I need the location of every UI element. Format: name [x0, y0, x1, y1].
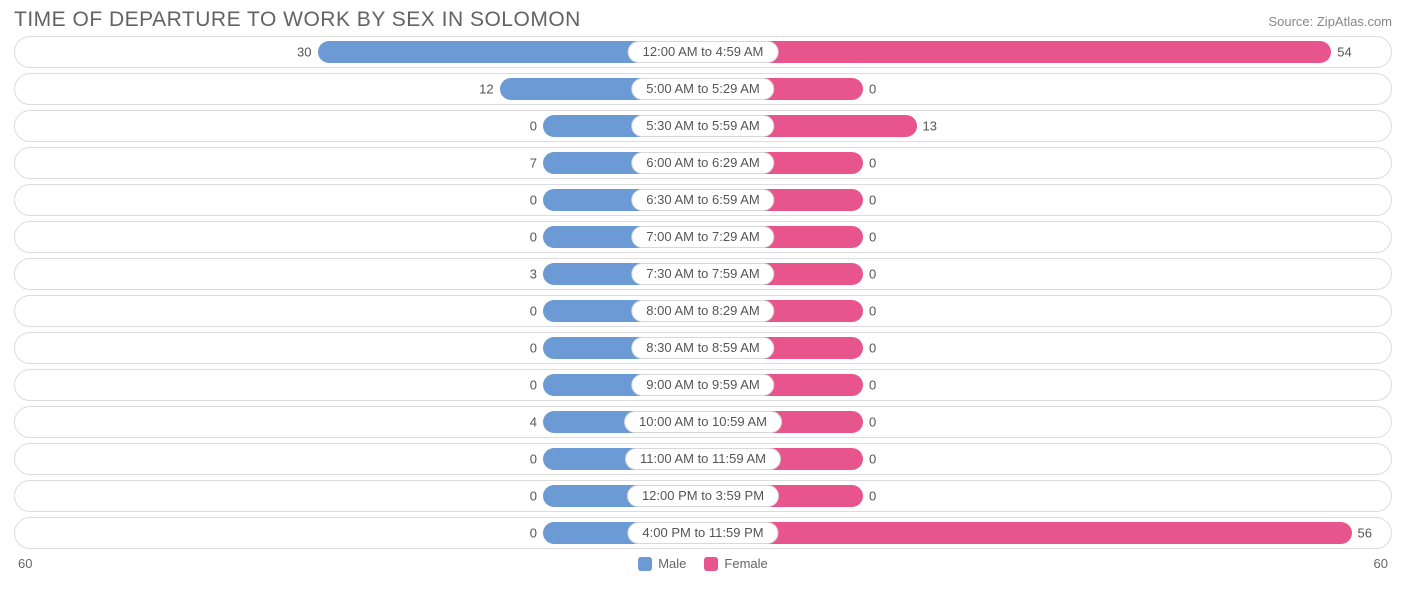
male-value: 3	[530, 267, 537, 282]
category-label: 12:00 AM to 4:59 AM	[628, 41, 779, 63]
category-label: 5:30 AM to 5:59 AM	[631, 115, 774, 137]
female-value: 0	[869, 341, 876, 356]
chart-row: 11:00 AM to 11:59 AM 0 0	[14, 443, 1392, 475]
axis-left-max: 60	[18, 556, 32, 571]
female-value: 0	[869, 193, 876, 208]
male-value: 0	[530, 230, 537, 245]
chart-row: 6:30 AM to 6:59 AM 0 0	[14, 184, 1392, 216]
chart-row: 6:00 AM to 6:29 AM 7 0	[14, 147, 1392, 179]
male-value: 0	[530, 193, 537, 208]
chart-row: 9:00 AM to 9:59 AM 0 0	[14, 369, 1392, 401]
female-value: 0	[869, 267, 876, 282]
chart-title: TIME OF DEPARTURE TO WORK BY SEX IN SOLO…	[14, 8, 581, 32]
female-value: 13	[923, 119, 937, 134]
male-value: 0	[530, 526, 537, 541]
legend-male-label: Male	[658, 556, 686, 571]
female-value: 0	[869, 378, 876, 393]
male-value: 0	[530, 119, 537, 134]
category-label: 9:00 AM to 9:59 AM	[631, 374, 774, 396]
category-label: 6:30 AM to 6:59 AM	[631, 189, 774, 211]
male-value: 12	[479, 82, 493, 97]
chart-row: 7:30 AM to 7:59 AM 3 0	[14, 258, 1392, 290]
female-value: 54	[1337, 45, 1351, 60]
category-label: 8:00 AM to 8:29 AM	[631, 300, 774, 322]
male-value: 0	[530, 341, 537, 356]
legend-female: Female	[704, 556, 767, 571]
male-value: 0	[530, 489, 537, 504]
category-label: 8:30 AM to 8:59 AM	[631, 337, 774, 359]
female-value: 0	[869, 82, 876, 97]
axis-right-max: 60	[1374, 556, 1388, 571]
male-value: 7	[530, 156, 537, 171]
male-value: 0	[530, 378, 537, 393]
chart-row: 12:00 AM to 4:59 AM 30 54	[14, 36, 1392, 68]
category-label: 6:00 AM to 6:29 AM	[631, 152, 774, 174]
source-attribution: Source: ZipAtlas.com	[1268, 14, 1392, 29]
chart-row: 8:30 AM to 8:59 AM 0 0	[14, 332, 1392, 364]
legend-female-label: Female	[724, 556, 767, 571]
chart-row: 12:00 PM to 3:59 PM 0 0	[14, 480, 1392, 512]
category-label: 10:00 AM to 10:59 AM	[624, 411, 782, 433]
male-value: 4	[530, 415, 537, 430]
female-value: 0	[869, 156, 876, 171]
female-value: 0	[869, 489, 876, 504]
male-value: 30	[297, 45, 311, 60]
legend: Male Female	[638, 556, 768, 571]
female-value: 0	[869, 304, 876, 319]
female-value: 0	[869, 230, 876, 245]
chart-row: 5:00 AM to 5:29 AM 12 0	[14, 73, 1392, 105]
category-label: 7:30 AM to 7:59 AM	[631, 263, 774, 285]
male-value: 0	[530, 452, 537, 467]
category-label: 7:00 AM to 7:29 AM	[631, 226, 774, 248]
diverging-bar-chart: 12:00 AM to 4:59 AM30545:00 AM to 5:29 A…	[0, 36, 1406, 549]
legend-male: Male	[638, 556, 686, 571]
female-value: 0	[869, 452, 876, 467]
female-value: 56	[1358, 526, 1372, 541]
female-bar	[703, 522, 1352, 544]
chart-row: 4:00 PM to 11:59 PM 0 56	[14, 517, 1392, 549]
chart-row: 8:00 AM to 8:29 AM 0 0	[14, 295, 1392, 327]
female-bar	[703, 41, 1331, 63]
category-label: 12:00 PM to 3:59 PM	[627, 485, 779, 507]
legend-female-swatch	[704, 557, 718, 571]
chart-row: 5:30 AM to 5:59 AM 0 13	[14, 110, 1392, 142]
chart-row: 7:00 AM to 7:29 AM 0 0	[14, 221, 1392, 253]
category-label: 11:00 AM to 11:59 AM	[625, 448, 781, 470]
chart-row: 10:00 AM to 10:59 AM 4 0	[14, 406, 1392, 438]
category-label: 4:00 PM to 11:59 PM	[627, 522, 778, 544]
legend-male-swatch	[638, 557, 652, 571]
female-value: 0	[869, 415, 876, 430]
male-value: 0	[530, 304, 537, 319]
category-label: 5:00 AM to 5:29 AM	[631, 78, 774, 100]
